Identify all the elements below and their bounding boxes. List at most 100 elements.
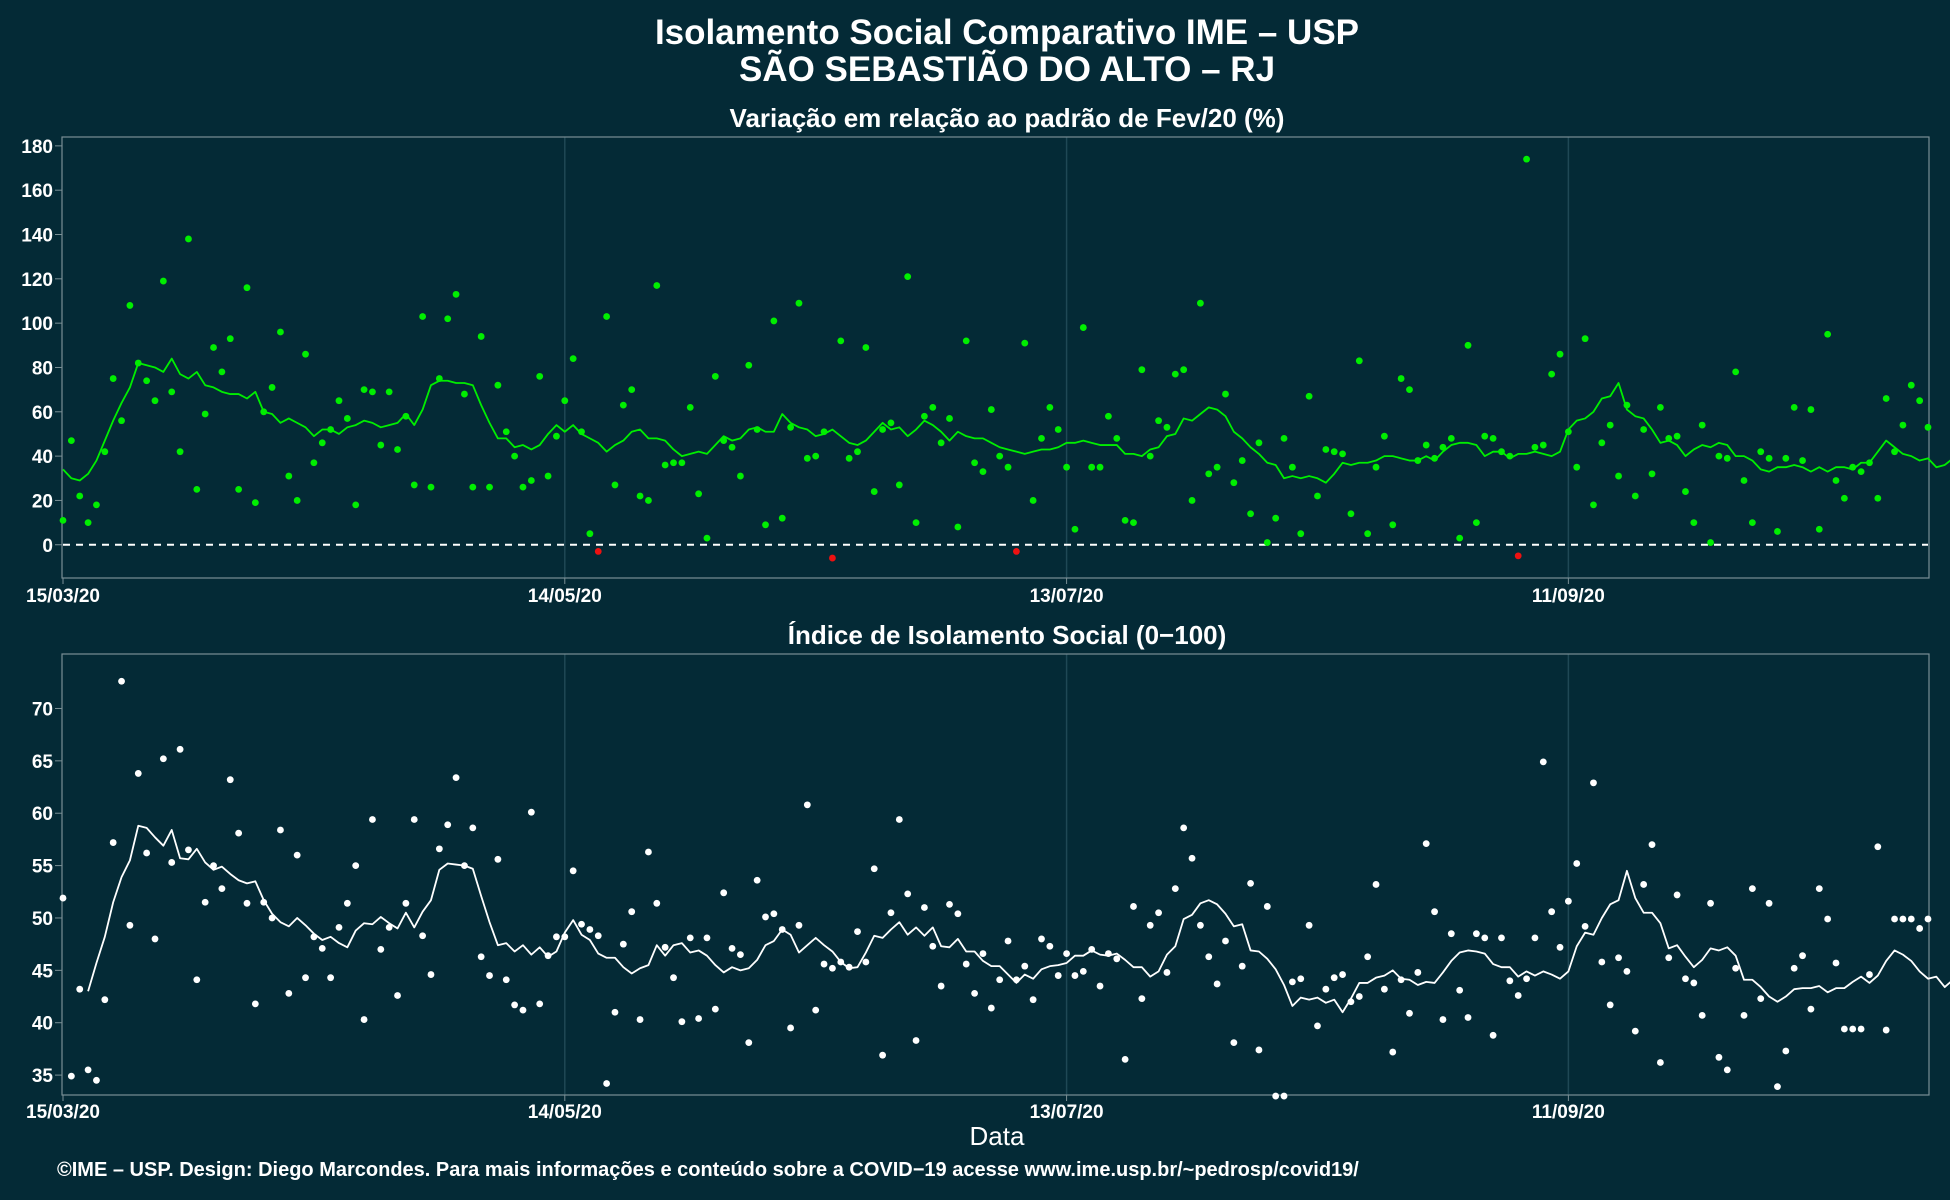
index-daily-point [954, 910, 962, 918]
variation-daily-point [795, 299, 803, 307]
chart-title-line2: SÃO SEBASTIÃO DO ALTO – RJ [739, 50, 1275, 89]
variation-daily-point [946, 415, 953, 422]
variation-daily-point [603, 313, 611, 320]
index-daily-point [435, 845, 443, 853]
variation-daily-point [1364, 530, 1372, 538]
variation-daily-point [76, 492, 84, 500]
variation-daily-point [109, 375, 117, 382]
variation-daily-point [1866, 459, 1873, 467]
index-daily-point [1180, 824, 1188, 832]
index-daily-point [226, 776, 234, 784]
variation-daily-point [1079, 324, 1087, 331]
variation-daily-point [327, 426, 335, 433]
index-daily-point [176, 745, 184, 753]
variation-daily-point [1439, 443, 1447, 451]
index-daily-point [1113, 955, 1121, 963]
index-daily-point [686, 934, 694, 942]
variation-daily-point [1355, 357, 1363, 365]
index-daily-point [1866, 971, 1873, 978]
variation-daily-point [210, 344, 217, 351]
variation-daily-point [1715, 452, 1723, 460]
variation-daily-point [1063, 463, 1070, 471]
variation-daily-point [377, 441, 385, 449]
index-daily-point [737, 951, 744, 959]
variation-y-tick-label: 160 [21, 181, 53, 202]
variation-daily-point [937, 439, 945, 447]
variation-y-tick-label: 120 [21, 270, 53, 291]
index-daily-point [1539, 758, 1547, 766]
variation-daily-point [352, 501, 360, 509]
index-daily-point [1606, 1001, 1614, 1009]
index-daily-point [126, 921, 134, 929]
index-daily-point [1422, 840, 1430, 847]
variation-daily-point [1824, 330, 1832, 338]
index-daily-point [645, 848, 652, 856]
variation-daily-point [594, 548, 602, 555]
variation-daily-point [461, 390, 468, 398]
index-daily-point [268, 914, 276, 922]
variation-daily-point [661, 461, 669, 469]
index-daily-point [159, 755, 167, 763]
variation-daily-point [93, 501, 100, 509]
variation-daily-point [1924, 423, 1932, 431]
index-daily-point [770, 910, 778, 918]
index-daily-point [1832, 959, 1840, 967]
variation-daily-point [1105, 412, 1112, 420]
index-daily-point [1464, 1014, 1472, 1021]
variation-daily-point [67, 437, 75, 444]
variation-daily-point [728, 443, 736, 451]
index-daily-point [1096, 982, 1104, 990]
variation-daily-point [1757, 448, 1765, 456]
variation-daily-point [1255, 439, 1263, 447]
variation-daily-point [1197, 299, 1204, 307]
index-daily-point [1146, 921, 1154, 929]
variation-daily-point [1857, 468, 1865, 476]
variation-daily-point [1347, 510, 1355, 518]
variation-daily-point [1623, 401, 1631, 409]
variation-x-tick-label: 13/07/20 [1030, 586, 1104, 607]
variation-daily-point [803, 454, 811, 462]
index-daily-point [1138, 995, 1146, 1003]
variation-daily-point [519, 483, 527, 491]
variation-daily-point [711, 372, 719, 380]
index-daily-point [921, 904, 928, 911]
index-daily-point [1707, 899, 1714, 907]
index-daily-point [1673, 891, 1681, 899]
index-daily-point [1472, 930, 1480, 938]
variation-daily-point [1263, 539, 1271, 546]
index-daily-point [1531, 934, 1539, 942]
variation-daily-point [1431, 454, 1438, 462]
index-daily-point [862, 958, 870, 966]
index-daily-point [1355, 993, 1363, 1000]
variation-daily-point [302, 350, 309, 358]
variation-daily-point [1640, 426, 1648, 433]
variation-x-tick-label: 15/03/20 [26, 586, 100, 607]
index-daily-point [494, 855, 502, 863]
index-daily-point [251, 1000, 259, 1008]
variation-daily-point [318, 439, 326, 447]
variation-daily-point [268, 384, 276, 391]
variation-daily-point [1815, 525, 1823, 533]
index-daily-point [619, 940, 627, 948]
index-daily-point [1807, 1005, 1815, 1013]
index-daily-point [594, 932, 602, 940]
variation-daily-point [277, 328, 284, 336]
index-daily-point [1907, 915, 1915, 923]
index-daily-point [837, 958, 845, 966]
index-daily-point [611, 1008, 619, 1016]
variation-daily-point [402, 412, 410, 420]
variation-daily-point [1807, 406, 1815, 413]
variation-daily-point [235, 485, 243, 493]
index-daily-point [519, 1006, 527, 1014]
index-daily-point [1004, 937, 1012, 945]
variation-daily-point [1874, 494, 1882, 502]
index-daily-point [67, 1072, 75, 1080]
index-daily-point [1038, 935, 1045, 943]
variation-daily-point [1615, 472, 1622, 480]
index-daily-point [929, 942, 937, 950]
variation-daily-point [134, 359, 142, 367]
index-daily-point [1280, 1092, 1288, 1100]
index-daily-point [1414, 969, 1422, 976]
index-daily-point [561, 933, 569, 941]
index-daily-point [678, 1018, 686, 1026]
